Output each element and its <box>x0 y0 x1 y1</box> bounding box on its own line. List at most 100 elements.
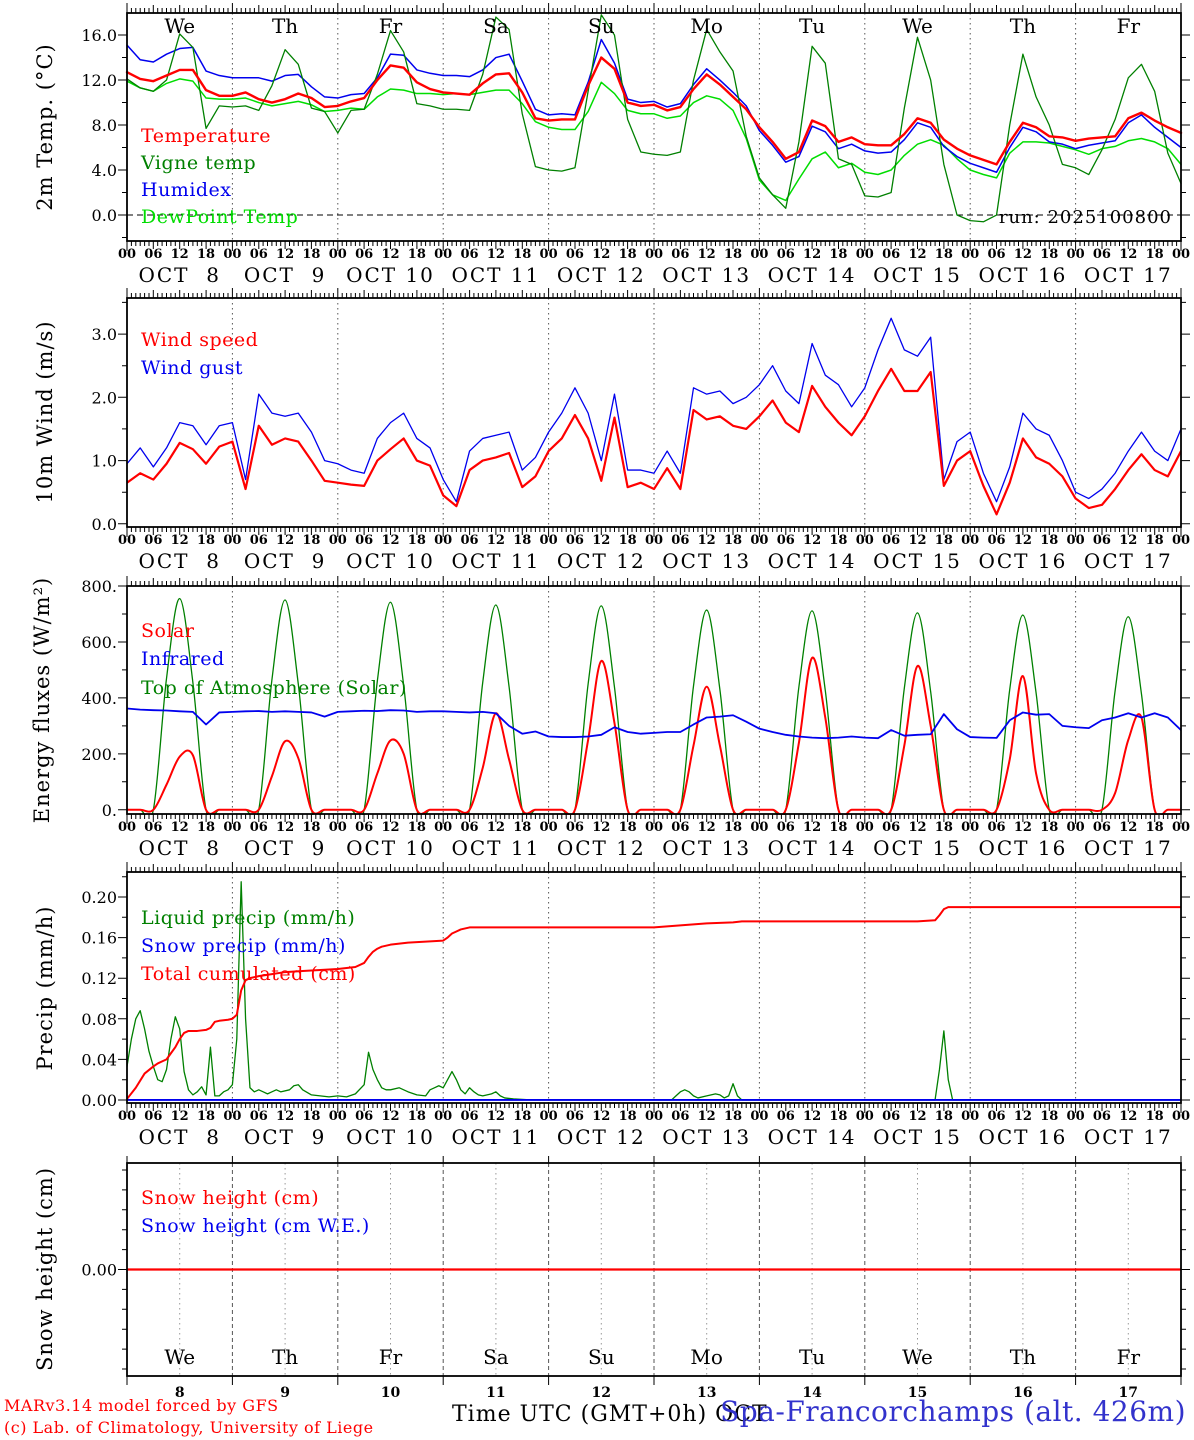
hour-tick-label: 18 <box>302 820 320 835</box>
date-label: OCT 8 <box>138 263 220 287</box>
hour-tick-label: 18 <box>1146 247 1164 262</box>
y-tick-label: 4.0 <box>92 161 117 180</box>
y-axis-label-wind: 10m Wind (m/s) <box>33 320 57 504</box>
hour-tick-label: 00 <box>540 247 558 262</box>
hour-tick-label: 12 <box>276 820 294 835</box>
y-tick-label: 0.12 <box>81 969 117 988</box>
hour-tick-label: 00 <box>118 820 136 835</box>
hour-tick-label: 00 <box>118 1109 136 1124</box>
hour-tick-label: 00 <box>1067 247 1085 262</box>
day-number-label: 9 <box>280 1385 290 1401</box>
y-tick-label: 0.20 <box>81 888 117 907</box>
hour-tick-label: 06 <box>671 820 689 835</box>
x-ticks <box>126 3 1182 251</box>
date-label: OCT 15 <box>873 1125 962 1149</box>
y-axis-label-snow: Snow height (cm) <box>33 1166 57 1372</box>
day-name-label: Th <box>1010 14 1036 38</box>
hour-tick-label: 06 <box>882 533 900 548</box>
day-number-label: 11 <box>486 1385 505 1401</box>
date-label: OCT 17 <box>1084 549 1173 573</box>
hour-tick-label: 06 <box>777 247 795 262</box>
series-infrared_flux <box>127 707 1181 740</box>
legend-snow-height-we: Snow height (cm W.E.) <box>141 1215 370 1237</box>
hour-tick-label: 18 <box>619 533 637 548</box>
date-label: OCT 11 <box>451 1125 540 1149</box>
panel-frame <box>126 585 1182 815</box>
legend-infrared: Infrared <box>141 648 225 670</box>
hour-tick-label: 12 <box>171 1109 189 1124</box>
hour-tick-label: 06 <box>1093 247 1111 262</box>
y-tick-label: 0. <box>102 801 117 820</box>
hour-tick-label: 00 <box>434 820 452 835</box>
hour-tick-label: 06 <box>566 1109 584 1124</box>
date-label: OCT 12 <box>557 836 646 860</box>
hour-tick-label: 06 <box>355 247 373 262</box>
hour-tick-label: 18 <box>513 1109 531 1124</box>
hour-tick-label: 18 <box>724 533 742 548</box>
y-tick-label: 400. <box>81 689 117 708</box>
hour-tick-label: 00 <box>434 1109 452 1124</box>
date-label: OCT 15 <box>873 836 962 860</box>
date-label: OCT 17 <box>1084 836 1173 860</box>
y-tick-label: 3.0 <box>92 325 117 344</box>
date-label: OCT 14 <box>768 836 857 860</box>
hour-tick-label: 12 <box>1119 1109 1137 1124</box>
date-label: OCT 10 <box>346 1125 435 1149</box>
hour-tick-label: 06 <box>988 1109 1006 1124</box>
legend-humidex: Humidex <box>141 179 232 201</box>
hour-tick-label: 12 <box>1119 247 1137 262</box>
hour-tick-label: 00 <box>329 533 347 548</box>
hour-tick-label: 12 <box>381 820 399 835</box>
date-label: OCT 9 <box>244 836 326 860</box>
hour-tick-label: 06 <box>566 820 584 835</box>
date-label: OCT 8 <box>138 836 220 860</box>
hour-tick-label: 06 <box>882 1109 900 1124</box>
y-ticks <box>118 301 1190 525</box>
hour-tick-label: 12 <box>908 1109 926 1124</box>
date-label: OCT 17 <box>1084 1125 1173 1149</box>
hour-tick-label: 00 <box>961 820 979 835</box>
legend-liquid-precip: Liquid precip (mm/h) <box>141 907 356 929</box>
date-label: OCT 8 <box>138 1125 220 1149</box>
hour-tick-label: 18 <box>829 1109 847 1124</box>
hour-tick-label: 18 <box>513 533 531 548</box>
hour-tick-label: 06 <box>461 1109 479 1124</box>
hour-tick-label: 06 <box>144 247 162 262</box>
hour-tick-label: 00 <box>750 820 768 835</box>
date-label: OCT 16 <box>978 549 1067 573</box>
hour-tick-label: 18 <box>302 1109 320 1124</box>
hour-tick-label: 18 <box>935 820 953 835</box>
y-tick-label: 0.04 <box>81 1050 117 1069</box>
hour-tick-label: 00 <box>645 247 663 262</box>
y-tick-label: 12.0 <box>81 71 117 90</box>
day-name-label: Fr <box>379 1345 403 1369</box>
series-wind_speed <box>127 367 1181 516</box>
hour-tick-label: 00 <box>118 247 136 262</box>
date-label: OCT 9 <box>244 1125 326 1149</box>
hour-tick-label: 06 <box>355 1109 373 1124</box>
legend-vigne-temp: Vigne temp <box>141 152 257 174</box>
hour-tick-label: 00 <box>856 247 874 262</box>
date-label: OCT 14 <box>768 263 857 287</box>
legend-snow-height: Snow height (cm) <box>141 1187 320 1209</box>
date-label: OCT 15 <box>873 263 962 287</box>
y-tick-label: 16.0 <box>81 26 117 45</box>
hour-tick-label: 12 <box>381 533 399 548</box>
series-liquid_precip <box>127 881 1181 1101</box>
hour-tick-label: 12 <box>487 1109 505 1124</box>
legend-temperature: Temperature <box>141 125 271 147</box>
hour-tick-label: 18 <box>619 1109 637 1124</box>
hour-tick-label: 06 <box>250 820 268 835</box>
date-label: OCT 8 <box>138 549 220 573</box>
legend-solar: Solar <box>141 620 195 642</box>
date-label: OCT 14 <box>768 549 857 573</box>
y-tick-label: 2.0 <box>92 388 117 407</box>
hour-tick-label: 18 <box>619 820 637 835</box>
hour-tick-label: 06 <box>882 247 900 262</box>
hour-tick-label: 00 <box>961 247 979 262</box>
hour-tick-label: 06 <box>461 247 479 262</box>
y-tick-label: 800. <box>81 577 117 596</box>
hour-tick-label: 00 <box>540 820 558 835</box>
